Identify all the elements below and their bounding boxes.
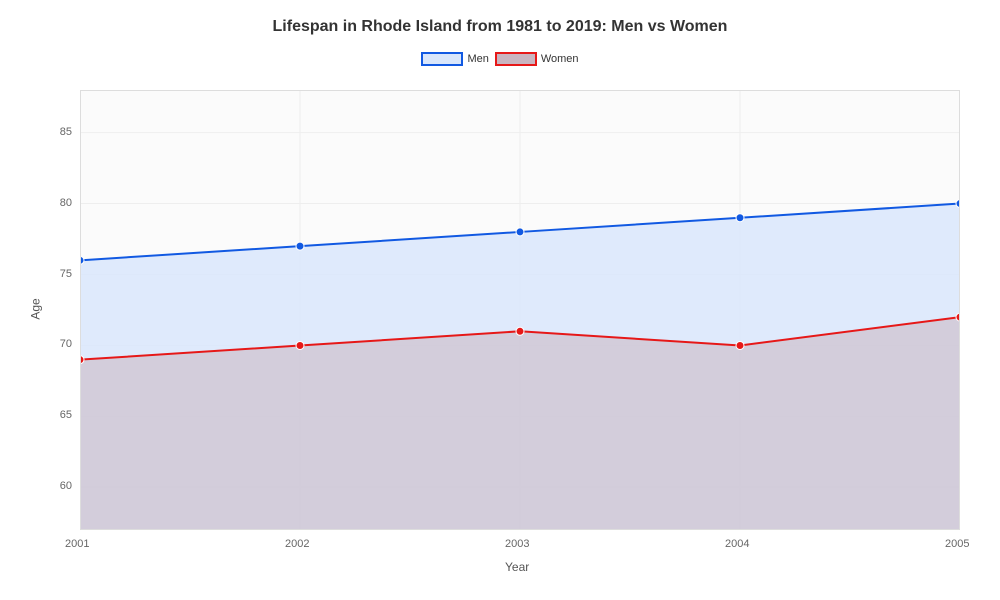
x-tick-label: 2005 (945, 538, 969, 550)
legend-item-men[interactable]: Men (421, 52, 488, 66)
y-tick-label: 80 (60, 197, 72, 209)
x-tick-label: 2002 (285, 538, 309, 550)
x-tick-label: 2004 (725, 538, 749, 550)
chart-container: Lifespan in Rhode Island from 1981 to 20… (0, 0, 1000, 600)
x-tick-label: 2001 (65, 538, 89, 550)
legend-label-women: Women (541, 53, 579, 65)
y-tick-label: 65 (60, 409, 72, 421)
y-tick-label: 85 (60, 126, 72, 138)
legend-swatch-women (495, 52, 537, 66)
legend-swatch-men (421, 52, 463, 66)
legend: Men Women (0, 52, 1000, 66)
x-axis-label: Year (505, 560, 529, 574)
plot-svg (80, 90, 960, 530)
y-tick-label: 60 (60, 480, 72, 492)
y-axis-label: Age (29, 298, 43, 319)
y-tick-label: 75 (60, 268, 72, 280)
x-tick-label: 2003 (505, 538, 529, 550)
legend-item-women[interactable]: Women (495, 52, 579, 66)
y-tick-label: 70 (60, 338, 72, 350)
legend-label-men: Men (467, 53, 488, 65)
plot-area (80, 90, 960, 530)
chart-title: Lifespan in Rhode Island from 1981 to 20… (0, 0, 1000, 36)
